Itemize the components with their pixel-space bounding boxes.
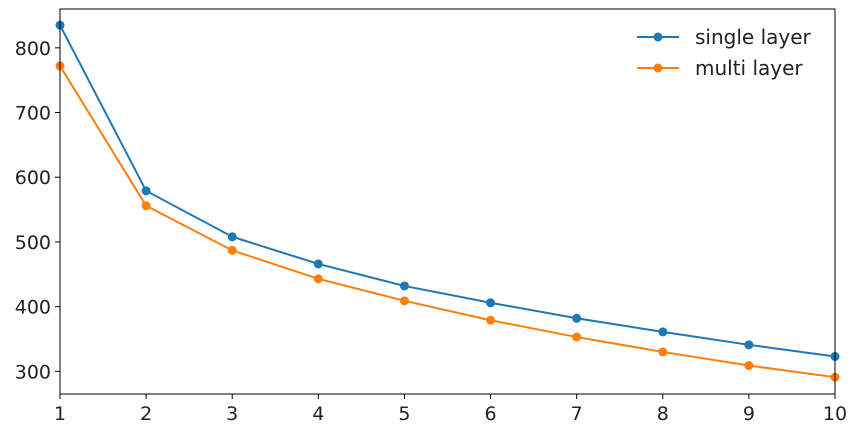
series-multi-layer [55, 61, 840, 382]
y-tick-label: 700 [15, 103, 51, 125]
y-tick-label: 500 [15, 232, 51, 254]
legend-item: single layer [637, 25, 812, 49]
plot-frame [59, 8, 836, 395]
data-point [227, 245, 237, 255]
legend-item: multi layer [637, 56, 803, 80]
data-point [658, 327, 668, 337]
y-axis: 300 400 500 600 700 800 [15, 38, 60, 383]
series-line [59, 65, 836, 379]
x-tick-label: 7 [571, 403, 583, 425]
x-tick-label: 8 [657, 403, 669, 425]
data-point [572, 332, 582, 342]
x-tick-label: 6 [485, 403, 497, 425]
x-tick-label: 3 [226, 403, 238, 425]
y-tick-label: 400 [15, 297, 51, 319]
legend-label: multi layer [695, 56, 803, 80]
legend-marker [653, 32, 663, 42]
x-tick-label: 2 [140, 403, 152, 425]
x-tick-label: 5 [398, 403, 410, 425]
series-single-layer [55, 20, 840, 361]
y-tick-label: 600 [15, 167, 51, 189]
data-point [399, 296, 409, 306]
x-tick-label: 4 [312, 403, 324, 425]
legend: single layer multi layer [637, 25, 812, 80]
data-point [141, 186, 151, 196]
y-tick-label: 800 [15, 38, 51, 60]
data-point [658, 347, 668, 357]
data-point [744, 340, 754, 350]
x-tick-label: 1 [54, 403, 66, 425]
data-point [227, 232, 237, 242]
data-point [313, 259, 323, 269]
data-point [486, 298, 496, 308]
data-point [572, 313, 582, 323]
series-layer [55, 20, 840, 382]
x-axis: 1 2 3 4 5 6 7 8 9 10 [54, 394, 847, 425]
series-line [59, 24, 836, 358]
legend-label: single layer [695, 25, 812, 49]
data-point [399, 281, 409, 291]
data-point [486, 315, 496, 325]
data-point [744, 361, 754, 371]
data-point [141, 201, 151, 211]
data-point [313, 274, 323, 284]
x-tick-label: 10 [823, 403, 847, 425]
legend-marker [653, 63, 663, 73]
y-tick-label: 300 [15, 361, 51, 383]
x-tick-label: 9 [743, 403, 755, 425]
